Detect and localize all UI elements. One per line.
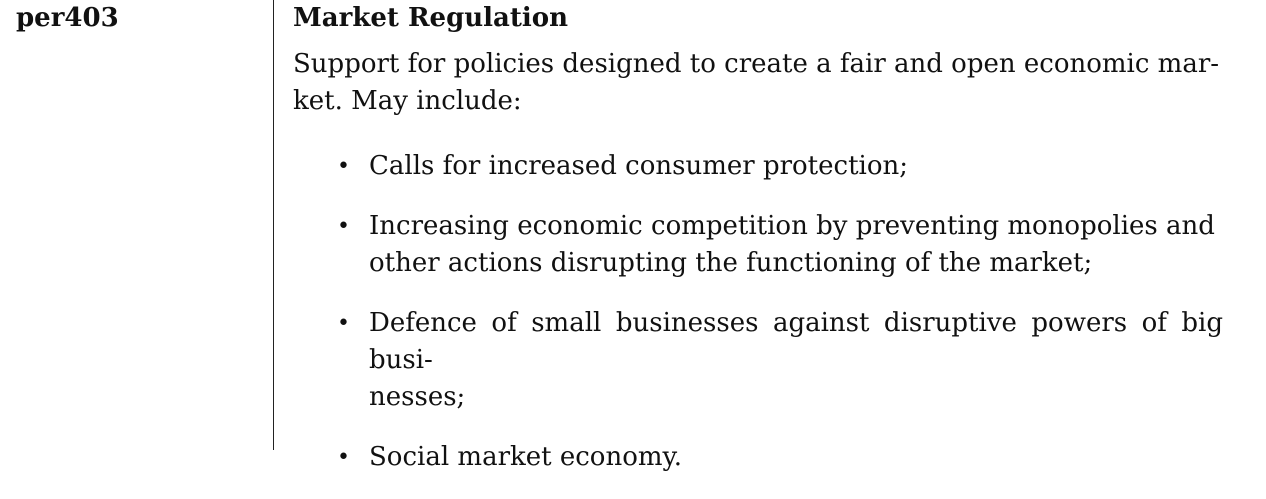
list-item: • Calls for increased consumer protectio… — [293, 148, 1223, 185]
list-item: • Increasing economic competition by pre… — [293, 208, 1223, 282]
list-item: • Social market economy. — [293, 439, 1223, 476]
list-item-text: other actions disrupting the functioning… — [369, 248, 1093, 278]
column-divider — [273, 0, 274, 450]
description-line: Support for policies designed to create … — [293, 49, 1220, 79]
list-item: • Defence of small businesses against di… — [293, 305, 1223, 416]
description-line: ket. May include: — [293, 86, 522, 116]
list-item-text: Social market economy. — [369, 442, 683, 472]
list-item-text: Increasing economic competition by preve… — [369, 211, 1215, 241]
inclusion-list: • Calls for increased consumer protectio… — [293, 148, 1223, 476]
entry-content: Market Regulation Support for policies d… — [293, 2, 1223, 499]
bullet-icon: • — [337, 311, 350, 336]
list-item-text: Defence of small businesses against disr… — [369, 308, 1223, 375]
codebook-entry: per403 Market Regulation Support for pol… — [16, 0, 1223, 472]
list-item-text: nesses; — [369, 382, 466, 412]
bullet-icon: • — [337, 214, 350, 239]
bullet-icon: • — [337, 154, 350, 179]
category-code: per403 — [16, 3, 119, 33]
bullet-icon: • — [337, 445, 350, 470]
category-description: Support for policies designed to create … — [293, 46, 1223, 120]
category-title: Market Regulation — [293, 3, 569, 33]
list-item-text: Calls for increased consumer protection; — [369, 151, 909, 181]
